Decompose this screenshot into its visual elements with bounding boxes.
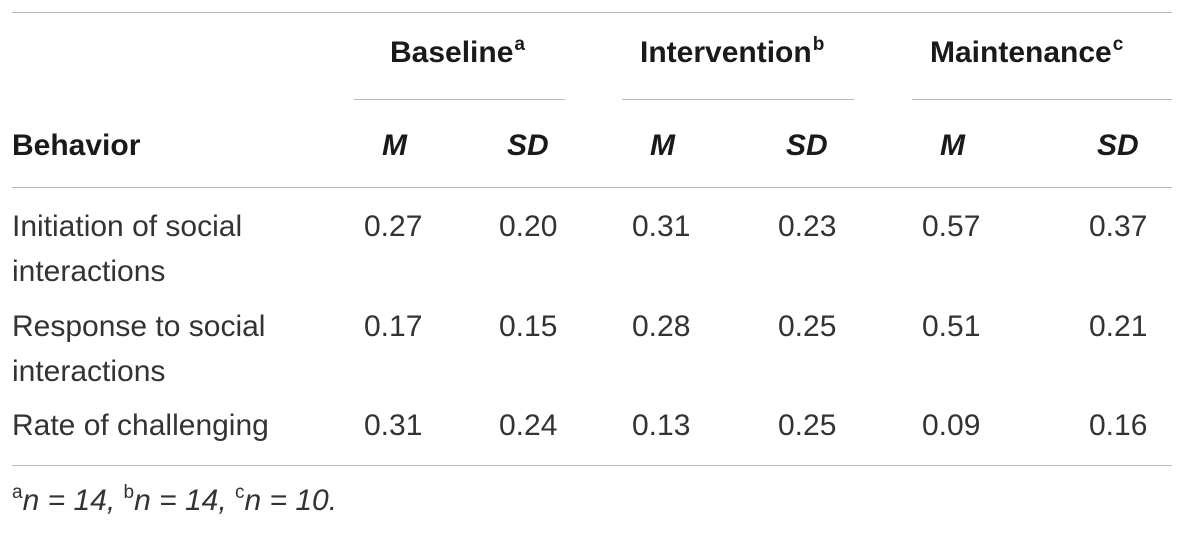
- group-header-intervention-sup: b: [812, 34, 825, 55]
- group-header-maintenance-label: Maintenance: [930, 36, 1112, 69]
- group-header-baseline-sup: a: [514, 34, 525, 55]
- group-header-maintenance: Maintenancec: [930, 35, 1123, 69]
- table-cell: 0.17: [364, 310, 423, 343]
- footnote-sup-a: a: [12, 482, 23, 503]
- sub-header-maintenance-sd: SD: [1097, 129, 1139, 162]
- table-cell: 0.37: [1089, 210, 1148, 243]
- table-cell: 0.57: [922, 210, 981, 243]
- sub-header-intervention-sd: SD: [786, 129, 828, 162]
- sub-header-maintenance-m: M: [940, 129, 965, 162]
- table-cell: 0.23: [778, 210, 837, 243]
- table-cell: 0.31: [364, 409, 423, 442]
- group-header-baseline-label: Baseline: [390, 36, 514, 69]
- group-underline-intervention: [622, 99, 854, 100]
- sub-header-baseline-sd: SD: [507, 129, 549, 162]
- group-underline-maintenance: [912, 99, 1172, 100]
- table-cell: 0.15: [499, 310, 558, 343]
- table-footnote: an = 14, bn = 14, cn = 10.: [12, 483, 338, 517]
- table-cell: 0.16: [1089, 409, 1148, 442]
- footnote-text-a: n = 14,: [22, 484, 116, 517]
- table-cell: 0.21: [1089, 310, 1148, 343]
- footnote-sup-b: b: [123, 482, 135, 503]
- table-cell: 0.25: [778, 310, 837, 343]
- table-cell: 0.13: [632, 409, 691, 442]
- table-cell: 0.51: [922, 310, 981, 343]
- group-header-baseline: Baselinea: [390, 35, 525, 69]
- footnote-sup-c: c: [235, 482, 245, 503]
- table-cell: 0.27: [364, 210, 423, 243]
- table-cell: 0.20: [499, 210, 558, 243]
- table-cell: 0.24: [499, 409, 558, 442]
- group-header-intervention: Interventionb: [640, 35, 824, 69]
- table-top-rule: [12, 12, 1172, 13]
- footnote-text-b: n = 14,: [134, 484, 227, 517]
- table-row-label: Response to social interactions: [12, 310, 266, 388]
- table-cell: 0.25: [778, 409, 837, 442]
- table-cell: 0.28: [632, 310, 691, 343]
- table-bottom-rule: [12, 465, 1172, 466]
- table-row-label: Rate of challenging: [12, 409, 269, 442]
- row-header-behavior: Behavior: [12, 129, 141, 162]
- sub-header-intervention-m: M: [650, 129, 675, 162]
- group-header-intervention-label: Intervention: [640, 36, 812, 69]
- footnote-text-c: n = 10.: [244, 484, 338, 517]
- table-row-label: Initiation of social interactions: [12, 210, 243, 288]
- sub-header-baseline-m: M: [382, 129, 407, 162]
- table-cell: 0.09: [922, 409, 981, 442]
- group-underline-baseline: [354, 99, 565, 100]
- group-header-maintenance-sup: c: [1112, 34, 1124, 55]
- header-body-rule: [12, 187, 1172, 188]
- table-cell: 0.31: [632, 210, 691, 243]
